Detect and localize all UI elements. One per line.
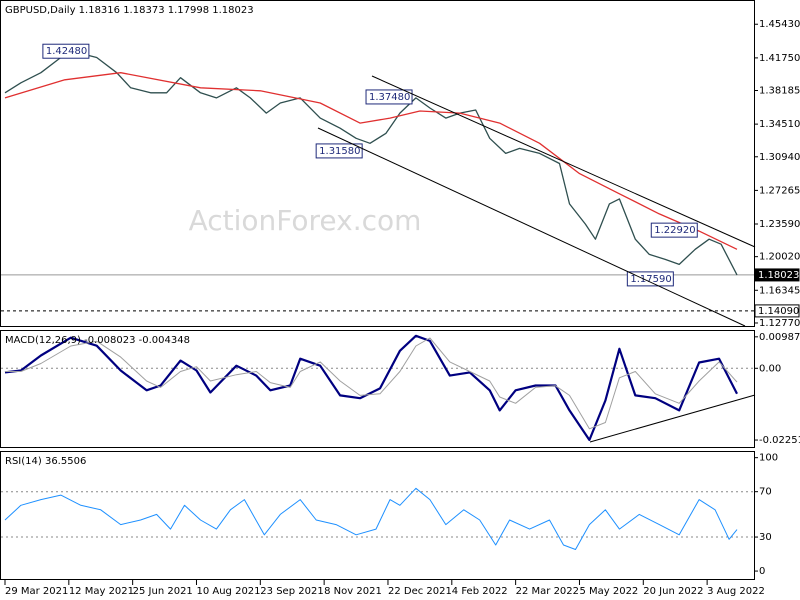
y-tick-label: 1.38185 [759,86,800,97]
x-tick-label: 22 Mar 2022 [516,586,579,597]
panel-title: RSI(14) 36.5506 [5,456,86,467]
series-line [5,337,738,430]
price-frame [0,0,755,327]
annotation-label: 1.42480 [46,46,87,57]
y-tick-label: 1.27265 [759,185,800,196]
y-tick-label: 0 [759,566,765,577]
y-tick-label: 1.34510 [759,119,800,130]
annotation-box [315,143,363,159]
annotation-box [365,89,413,105]
panel-title: MACD(12,26,9) -0.008023 -0.004348 [5,335,190,346]
x-tick-label: 10 Aug 2021 [196,586,260,597]
panel-title: GBPUSD,Daily 1.18316 1.18373 1.17998 1.1… [5,5,254,16]
y-tick-label: 70 [759,487,772,498]
annotation-box [42,43,90,59]
y-tick-label: 1.20020 [759,252,800,263]
x-tick-label: 22 Dec 2021 [388,586,452,597]
x-tick-label: 4 Feb 2022 [452,586,508,597]
series-line [4,334,738,442]
x-tick-label: 29 Mar 2021 [5,586,68,597]
annotation-label: 1.22920 [654,225,695,236]
price-label: 1.14090 [758,306,799,317]
y-tick-label: 1.30940 [759,152,800,163]
y-tick-label: 1.23590 [759,219,800,230]
price-label: 1.18023 [758,270,799,281]
watermark: ActionForex.com [189,204,422,237]
annotation-box [650,222,698,238]
rsi-frame [0,451,755,580]
x-tick-label: 20 Jun 2022 [643,586,703,597]
x-tick-label: 25 Jun 2021 [133,586,193,597]
annotation-label: 1.37480 [369,92,410,103]
y-tick-label: 0.00 [759,363,781,374]
y-tick-label: 30 [759,532,772,543]
y-tick-label: 100 [759,453,778,464]
y-tick-label: 1.41750 [759,53,800,64]
y-tick-label: 1.45430 [759,19,800,30]
x-tick-label: 8 Nov 2021 [324,586,382,597]
channel-lower [317,127,746,327]
series-line [4,51,738,276]
annotation-label: 1.17590 [630,274,671,285]
y-tick-label: -0.022516 [759,435,800,446]
x-tick-label: 12 May 2021 [69,586,134,597]
x-tick-label: 5 May 2022 [579,586,638,597]
macd-frame [0,330,755,448]
annotation-label: 1.31580 [319,146,360,157]
y-tick-label: 1.12770 [759,318,800,329]
y-tick-label: 0.009872 [759,332,800,343]
plot-layer: ActionForex.com 1.45430 1.41750 1.38185 1.34… [1,5,800,597]
channel-upper [371,75,756,248]
series-line [4,487,738,550]
x-tick-label: 23 Sep 2021 [260,586,323,597]
series-line [4,72,738,250]
y-tick-label: 1.16345 [759,285,800,296]
annotation-box [626,271,674,287]
macd-trendline [589,394,756,443]
x-tick-label: 3 Aug 2022 [707,586,765,597]
